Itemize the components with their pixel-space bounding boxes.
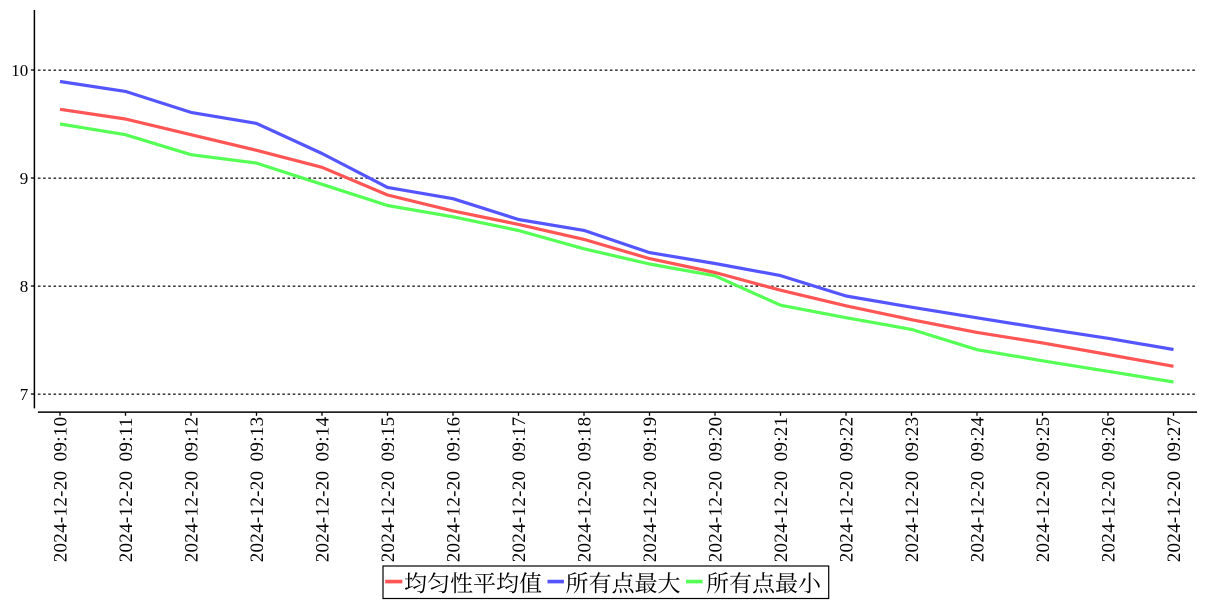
svg-text:2024-12-20 09:15: 2024-12-20 09:15 bbox=[378, 417, 399, 563]
svg-text:2024-12-20 09:22: 2024-12-20 09:22 bbox=[837, 417, 858, 563]
svg-text:2024-12-20 09:13: 2024-12-20 09:13 bbox=[247, 417, 268, 563]
svg-text:2024-12-20 09:20: 2024-12-20 09:20 bbox=[706, 417, 727, 563]
svg-text:10: 10 bbox=[11, 61, 28, 80]
svg-text:2024-12-20 09:19: 2024-12-20 09:19 bbox=[640, 417, 661, 563]
svg-text:2024-12-20 09:21: 2024-12-20 09:21 bbox=[771, 417, 792, 563]
svg-text:2024-12-20 09:27: 2024-12-20 09:27 bbox=[1164, 417, 1185, 563]
svg-text:2024-12-20 09:18: 2024-12-20 09:18 bbox=[575, 417, 596, 563]
svg-text:2024-12-20 09:10: 2024-12-20 09:10 bbox=[51, 417, 72, 563]
svg-text:8: 8 bbox=[20, 277, 29, 296]
svg-text:2024-12-20 09:11: 2024-12-20 09:11 bbox=[116, 417, 137, 562]
svg-text:2024-12-20 09:17: 2024-12-20 09:17 bbox=[509, 417, 530, 563]
svg-text:2024-12-20 09:25: 2024-12-20 09:25 bbox=[1033, 417, 1054, 563]
svg-text:2024-12-20 09:23: 2024-12-20 09:23 bbox=[902, 417, 923, 563]
svg-text:7: 7 bbox=[20, 385, 29, 404]
svg-text:9: 9 bbox=[20, 169, 29, 188]
svg-text:2024-12-20 09:24: 2024-12-20 09:24 bbox=[968, 416, 989, 562]
svg-text:2024-12-20 09:26: 2024-12-20 09:26 bbox=[1099, 417, 1120, 563]
svg-text:2024-12-20 09:16: 2024-12-20 09:16 bbox=[444, 417, 465, 563]
svg-text:2024-12-20 09:14: 2024-12-20 09:14 bbox=[313, 416, 334, 562]
svg-text:2024-12-20 09:12: 2024-12-20 09:12 bbox=[182, 417, 203, 563]
